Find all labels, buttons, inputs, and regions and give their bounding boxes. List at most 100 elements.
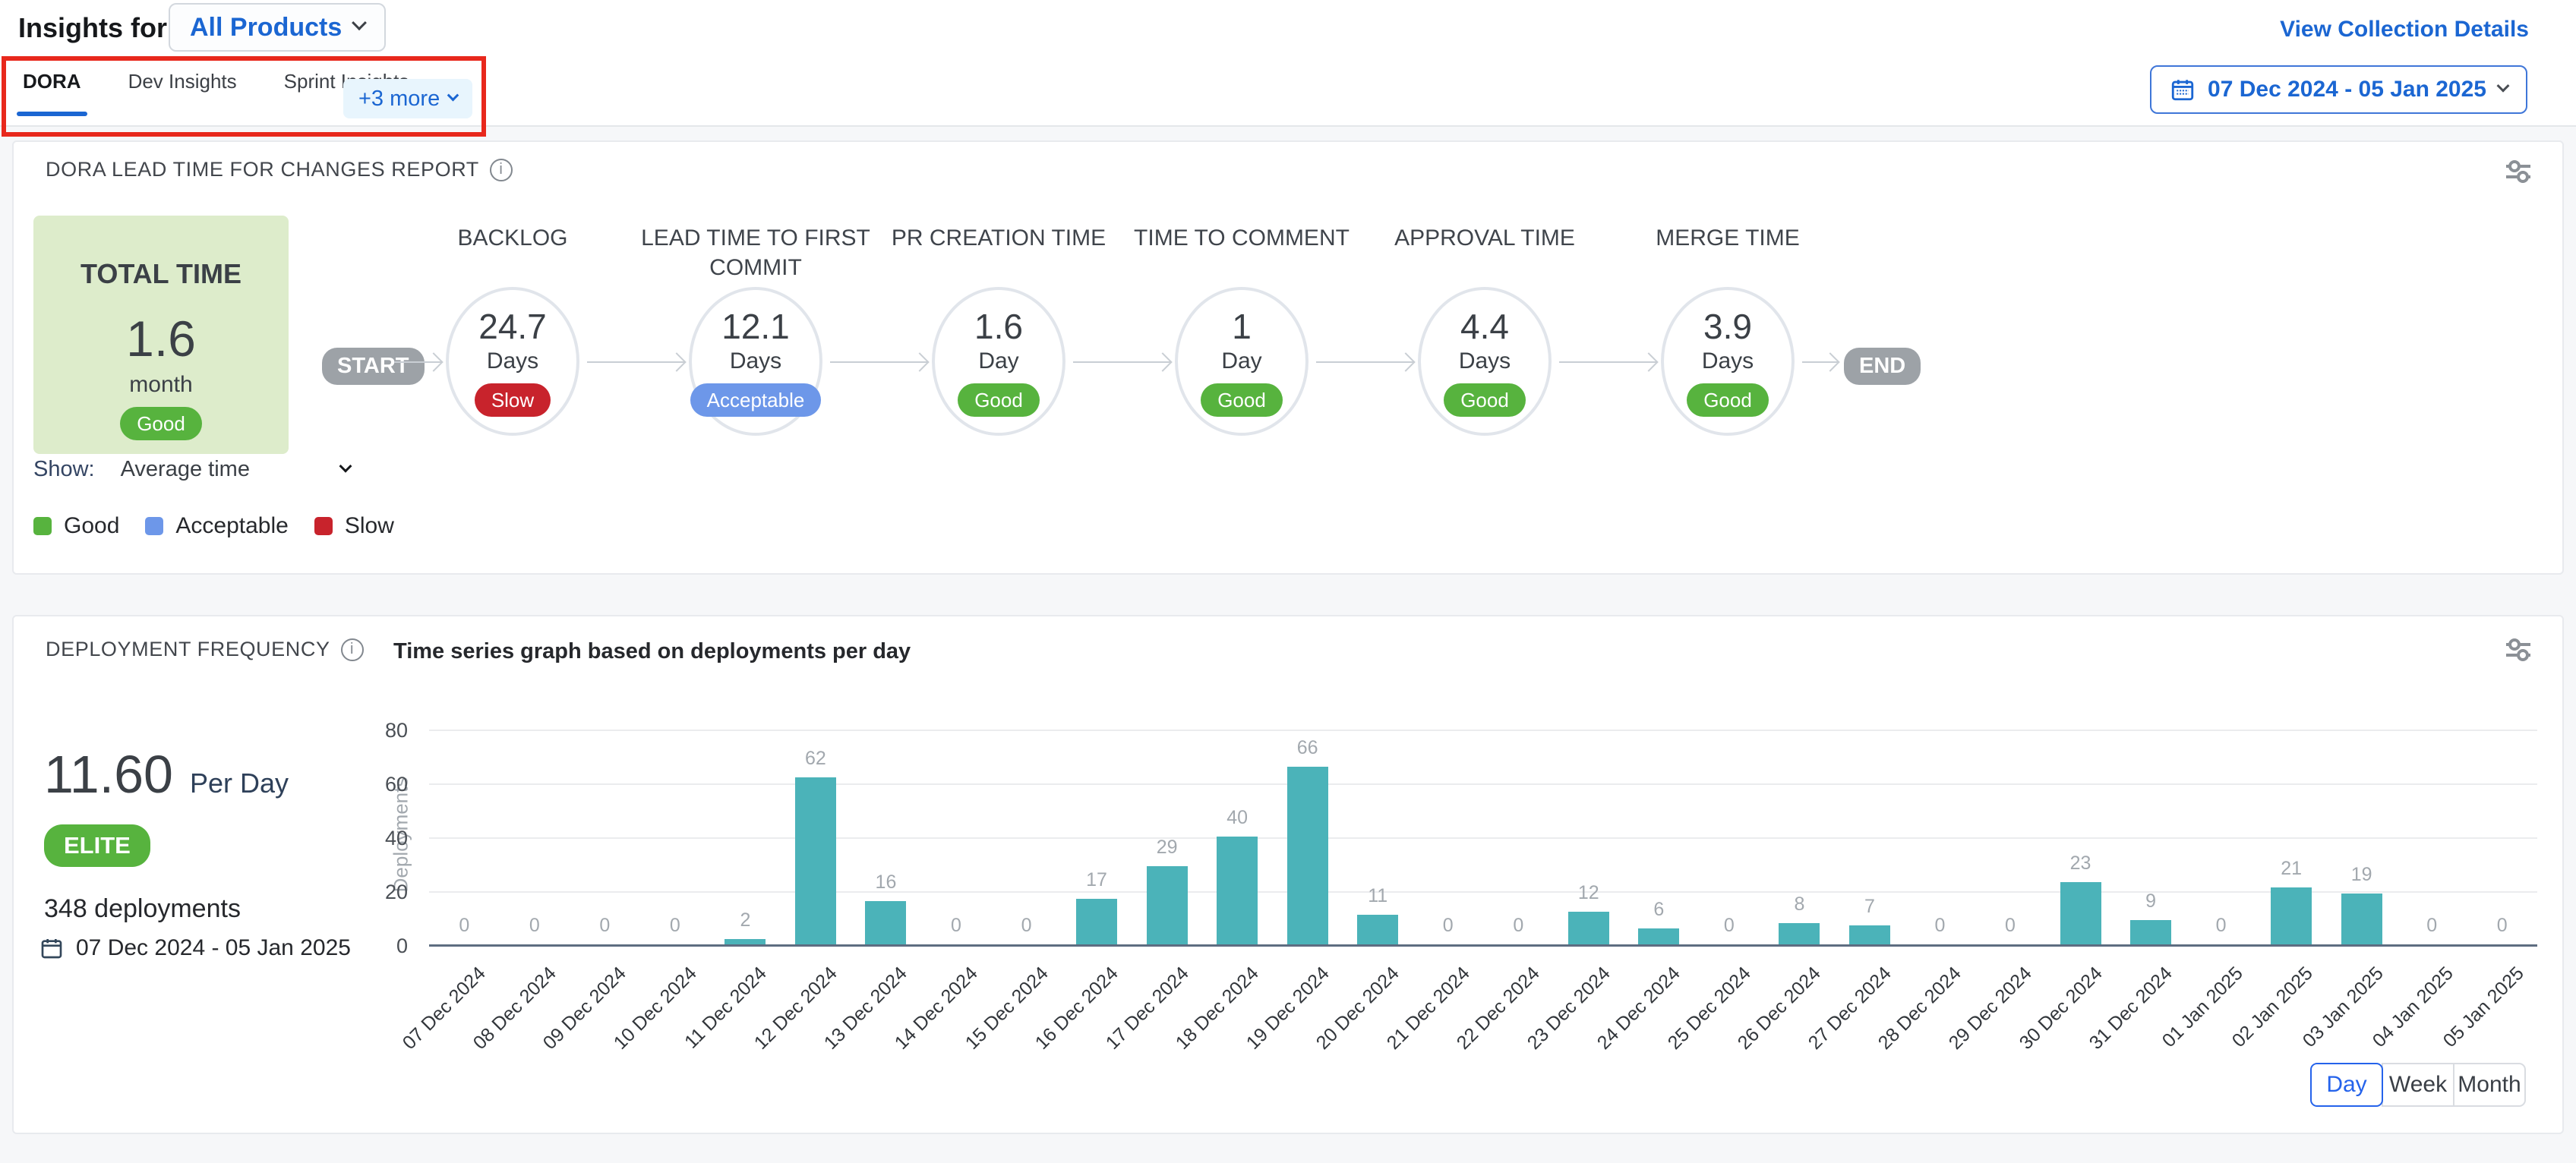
stage-name-merge-time: MERGE TIME bbox=[1656, 225, 1800, 251]
bar-value-label: 0 bbox=[1723, 915, 1735, 936]
gridline bbox=[429, 891, 2537, 893]
bar-value-label: 17 bbox=[1086, 868, 1107, 890]
stage-status-badge: Good bbox=[1444, 383, 1526, 417]
bar-value-label: 19 bbox=[2350, 863, 2372, 885]
y-tick-label: 80 bbox=[384, 719, 408, 742]
stage-node-lead-time-to-first-commit: 12.1 Days Acceptable bbox=[689, 287, 822, 436]
gridline bbox=[429, 730, 2537, 731]
bar-value-label: 23 bbox=[2069, 853, 2091, 875]
stage-name-time-to-comment: TIME TO COMMENT bbox=[1134, 225, 1350, 251]
bar-value-label: 0 bbox=[2005, 915, 2016, 936]
bar-30-dec-2024[interactable] bbox=[2060, 882, 2101, 944]
bar-value-label: 11 bbox=[1368, 884, 1388, 906]
product-selector-dropdown[interactable]: All Products bbox=[169, 3, 387, 52]
bar-19-dec-2024[interactable] bbox=[1286, 766, 1328, 944]
date-range-picker[interactable]: 07 Dec 2024 - 05 Jan 2025 bbox=[2150, 65, 2527, 114]
stage-unit: Days bbox=[1458, 348, 1511, 373]
legend-item-good: Good bbox=[33, 513, 119, 539]
bar-23-dec-2024[interactable] bbox=[1567, 912, 1609, 944]
info-icon[interactable]: i bbox=[489, 158, 513, 181]
stage-status-badge: Slow bbox=[474, 383, 551, 417]
bar-value-label: 0 bbox=[1513, 915, 1524, 936]
bar-17-dec-2024[interactable] bbox=[1146, 866, 1188, 944]
bar-value-label: 6 bbox=[1653, 898, 1665, 920]
y-tick-label: 60 bbox=[384, 773, 408, 796]
total-time-value: 1.6 bbox=[126, 310, 196, 367]
granularity-day-button[interactable]: Day bbox=[2310, 1063, 2383, 1107]
bar-value-label: 8 bbox=[1794, 893, 1805, 915]
chevron-down-icon bbox=[2496, 79, 2510, 93]
deployment-date-range: 07 Dec 2024 - 05 Jan 2025 bbox=[39, 935, 351, 961]
deployment-rate: 11.60 Per Day bbox=[44, 744, 289, 805]
bar-value-label: 0 bbox=[1934, 915, 1946, 936]
show-label: Show: bbox=[33, 457, 95, 481]
bar-value-label: 21 bbox=[2281, 858, 2303, 880]
flow-end-node: END bbox=[1844, 348, 1921, 385]
flow-start-node: START bbox=[322, 348, 425, 385]
info-icon[interactable]: i bbox=[340, 638, 364, 661]
stage-value: 24.7 bbox=[478, 307, 547, 346]
stage-name-approval-time: APPROVAL TIME bbox=[1394, 225, 1575, 251]
deployment-date-range-value: 07 Dec 2024 - 05 Jan 2025 bbox=[76, 935, 351, 960]
lead-time-settings-icon[interactable] bbox=[2502, 158, 2535, 185]
stage-name-backlog: BACKLOG bbox=[457, 225, 568, 251]
bar-03-jan-2025[interactable] bbox=[2341, 893, 2382, 944]
view-collection-details-link[interactable]: View Collection Details bbox=[2280, 17, 2529, 42]
deployment-title-row: DEPLOYMENT FREQUENCY i bbox=[46, 638, 364, 661]
flow-arrow bbox=[587, 361, 684, 363]
page-title: Insights for bbox=[18, 12, 167, 43]
legend-swatch-slow bbox=[314, 517, 333, 535]
bar-12-dec-2024[interactable] bbox=[794, 777, 836, 944]
lead-time-title-row: DORA LEAD TIME FOR CHANGES REPORT i bbox=[46, 158, 513, 181]
more-tabs-button[interactable]: +3 more bbox=[343, 79, 473, 118]
granularity-week-button[interactable]: Week bbox=[2382, 1063, 2454, 1107]
stage-value: 1.6 bbox=[974, 307, 1023, 346]
flow-arrow bbox=[1559, 361, 1656, 363]
legend-label: Slow bbox=[344, 513, 394, 538]
flow-arrow bbox=[1073, 361, 1170, 363]
product-selector-value: All Products bbox=[190, 12, 343, 42]
stage-status-badge: Good bbox=[1687, 383, 1769, 417]
bar-value-label: 0 bbox=[2426, 915, 2438, 936]
stage-value: 4.4 bbox=[1460, 307, 1509, 346]
tab-dev-insights[interactable]: Dev Insights bbox=[128, 70, 237, 93]
gridline bbox=[429, 837, 2537, 839]
bar-13-dec-2024[interactable] bbox=[865, 901, 907, 944]
flow-arrow bbox=[1802, 361, 1838, 363]
bar-value-label: 0 bbox=[2215, 915, 2227, 936]
bar-value-label: 0 bbox=[529, 915, 540, 936]
bar-20-dec-2024[interactable] bbox=[1357, 914, 1399, 944]
deployment-settings-icon[interactable] bbox=[2502, 636, 2535, 663]
stage-status-badge: Acceptable bbox=[690, 383, 822, 417]
bar-26-dec-2024[interactable] bbox=[1779, 922, 1820, 944]
stage-name-lead-time-to-first-commit: LEAD TIME TO FIRST COMMIT bbox=[641, 225, 870, 280]
bar-24-dec-2024[interactable] bbox=[1638, 928, 1680, 944]
flow-arrow bbox=[830, 361, 927, 363]
stage-status-badge: Good bbox=[1201, 383, 1283, 417]
total-time-unit: month bbox=[129, 372, 193, 397]
chevron-down-icon bbox=[447, 89, 459, 101]
stage-node-backlog: 24.7 Days Slow bbox=[446, 287, 579, 436]
legend-label: Good bbox=[64, 513, 120, 538]
bar-31-dec-2024[interactable] bbox=[2130, 920, 2172, 944]
stage-node-merge-time: 3.9 Days Good bbox=[1661, 287, 1795, 436]
calendar-icon bbox=[39, 936, 64, 960]
bar-11-dec-2024[interactable] bbox=[724, 938, 766, 944]
bar-18-dec-2024[interactable] bbox=[1217, 837, 1258, 944]
bar-02-jan-2025[interactable] bbox=[2271, 887, 2312, 944]
stage-node-approval-time: 4.4 Days Good bbox=[1418, 287, 1552, 436]
bar-27-dec-2024[interactable] bbox=[1848, 925, 1890, 944]
show-metric-dropdown[interactable]: Show: Average time bbox=[33, 457, 352, 482]
active-tab-underline bbox=[17, 112, 87, 116]
bar-16-dec-2024[interactable] bbox=[1076, 898, 1118, 944]
more-tabs-label: +3 more bbox=[358, 86, 440, 111]
legend-label: Acceptable bbox=[175, 513, 289, 538]
total-time-card: TOTAL TIME 1.6 month Good bbox=[33, 216, 289, 454]
bar-value-label: 29 bbox=[1156, 837, 1178, 859]
chevron-down-icon bbox=[339, 459, 352, 473]
tab-dora[interactable]: DORA bbox=[17, 70, 87, 116]
bar-value-label: 0 bbox=[1021, 915, 1032, 936]
granularity-month-button[interactable]: Month bbox=[2453, 1063, 2526, 1107]
stage-unit: Days bbox=[486, 348, 539, 373]
